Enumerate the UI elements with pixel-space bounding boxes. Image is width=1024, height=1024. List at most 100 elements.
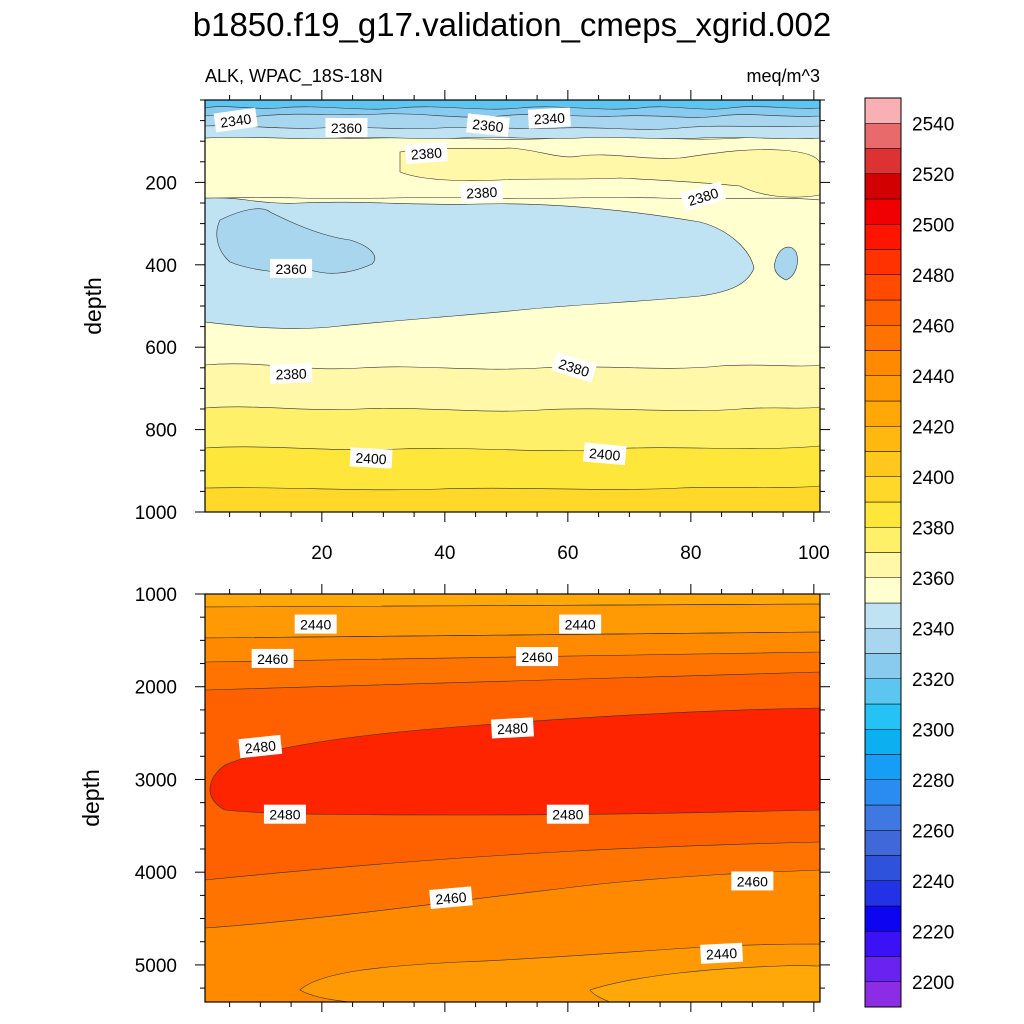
deep-panel-contour-labels: 2440 2440 2460 2460 2480 2480 2480 2480 2460 2460… [238, 614, 774, 964]
colorbar-label: 2520 [912, 165, 954, 186]
contour-label-text: 2360 [331, 120, 362, 136]
contour-label-box [551, 352, 598, 383]
colorbar-label: 2320 [912, 670, 954, 691]
y-tick-label: 800 [145, 421, 177, 442]
contour-label: 2480 [491, 717, 534, 739]
contour-label-text: 2460 [257, 651, 288, 667]
contour-label: 2440 [294, 614, 337, 634]
colorbar-swatch [864, 173, 902, 200]
upper-panel [205, 100, 820, 512]
region-2420 [205, 485, 820, 512]
colorbar-swatch [864, 905, 902, 932]
colorbar-label: 2420 [912, 417, 954, 438]
colorbar-label: 2500 [912, 215, 954, 236]
contour-label: 2460 [516, 647, 559, 667]
colorbar-swatch [864, 981, 902, 1008]
contour-label-text: 2340 [219, 110, 252, 130]
colorbar-label: 2480 [912, 266, 954, 287]
y-tick-label: 1000 [135, 503, 177, 524]
contour-label-text: 2440 [706, 945, 738, 963]
y-tick-label: 1000 [135, 585, 177, 606]
contour-label: 2380 [269, 363, 313, 384]
contour-label-box [325, 118, 368, 138]
colorbar-label: 2340 [912, 619, 954, 640]
contour-label-text: 2380 [275, 365, 307, 382]
colorbar-swatch [864, 426, 902, 452]
region-2350 [216, 208, 376, 274]
contour-label-box [269, 363, 313, 384]
colorbar-swatch [864, 804, 902, 831]
contour-label: 2460 [251, 648, 294, 668]
right-subtitle: meq/m^3 [747, 66, 820, 86]
contour-label-box [213, 107, 258, 133]
deep-panel-ticks: 1000 2000 3000 4000 5000 [135, 584, 830, 1012]
x-tick-label: 80 [680, 543, 701, 564]
colorbar-swatch [864, 400, 902, 427]
contour-label: 2380 [404, 142, 448, 165]
contour-label: 2480 [546, 804, 589, 824]
colorbar-swatch [864, 830, 902, 856]
colorbar-swatch [864, 577, 902, 604]
colorbar-label: 2200 [912, 973, 954, 994]
contour-label-box [731, 871, 774, 891]
colorbar-label: 2260 [912, 821, 954, 842]
colorbar-swatch [864, 653, 902, 679]
deep-y-axis-label: depth [78, 769, 104, 827]
colorbar-tick-labels: 2200 2220 2240 2260 2280 2300 2320 2340 2360 2380… [912, 114, 954, 994]
contour-label-box [404, 142, 448, 165]
chart-title: b1850.f19_g17.validation_cmeps_xgrid.002 [193, 6, 831, 43]
contour-label-box [429, 886, 473, 909]
colorbar-swatch [864, 501, 902, 528]
colorbar-swatch [864, 602, 902, 629]
colorbar-swatch [864, 451, 902, 477]
region-2430-bottom [589, 965, 820, 1002]
colorbar-swatch [864, 123, 902, 149]
y-tick-label: 400 [145, 256, 177, 277]
contour-label: 2380 [460, 181, 504, 203]
colorbar-swatch [864, 299, 902, 326]
contour-label-text: 2340 [533, 110, 565, 128]
contour-label-box [527, 107, 571, 129]
contour-label-box [294, 614, 337, 634]
contour-label-text: 2480 [552, 807, 583, 823]
colorbar-swatch [864, 754, 902, 780]
contour-label-box [559, 614, 602, 634]
colorbar-label: 2360 [912, 569, 954, 590]
y-tick-label: 2000 [135, 678, 177, 699]
colorbar-label: 2280 [912, 771, 954, 792]
region-2330-surface [205, 100, 820, 110]
colorbar-label: 2300 [912, 720, 954, 741]
contour-label-text: 2380 [466, 184, 498, 202]
y-tick-label: 200 [145, 173, 177, 194]
contour-label: 2400 [349, 447, 393, 469]
contour-label-text: 2460 [737, 873, 768, 889]
colorbar-swatch [864, 855, 902, 881]
contour-label: 2380 [551, 352, 598, 383]
y-tick-label: 5000 [135, 956, 177, 977]
y-tick-label: 4000 [135, 863, 177, 884]
contour-label-text: 2360 [276, 261, 307, 277]
colorbar-swatch [864, 249, 902, 275]
colorbar-label: 2240 [912, 872, 954, 893]
region-2360-tongue [205, 197, 755, 329]
contour-label-text: 2460 [435, 889, 468, 908]
contour-label: 2340 [527, 107, 571, 129]
colorbar-label: 2380 [912, 518, 954, 539]
contour-label-text: 2480 [269, 807, 300, 823]
contour-label-box [516, 647, 559, 667]
colorbar-label: 2540 [912, 114, 954, 135]
region-2440-top [205, 603, 820, 639]
colorbar-swatch [864, 729, 902, 755]
colorbar-swatch [864, 375, 902, 402]
colorbar-label: 2440 [912, 367, 954, 388]
contour-label: 2360 [325, 118, 368, 138]
contour-label-box [263, 804, 306, 824]
contour-label: 2440 [700, 942, 744, 964]
contour-label-box [546, 804, 589, 824]
contour-label-box [583, 442, 627, 466]
colorbar-swatch [864, 476, 902, 503]
contour-label-box [270, 258, 313, 278]
colorbar-swatch [864, 97, 902, 124]
